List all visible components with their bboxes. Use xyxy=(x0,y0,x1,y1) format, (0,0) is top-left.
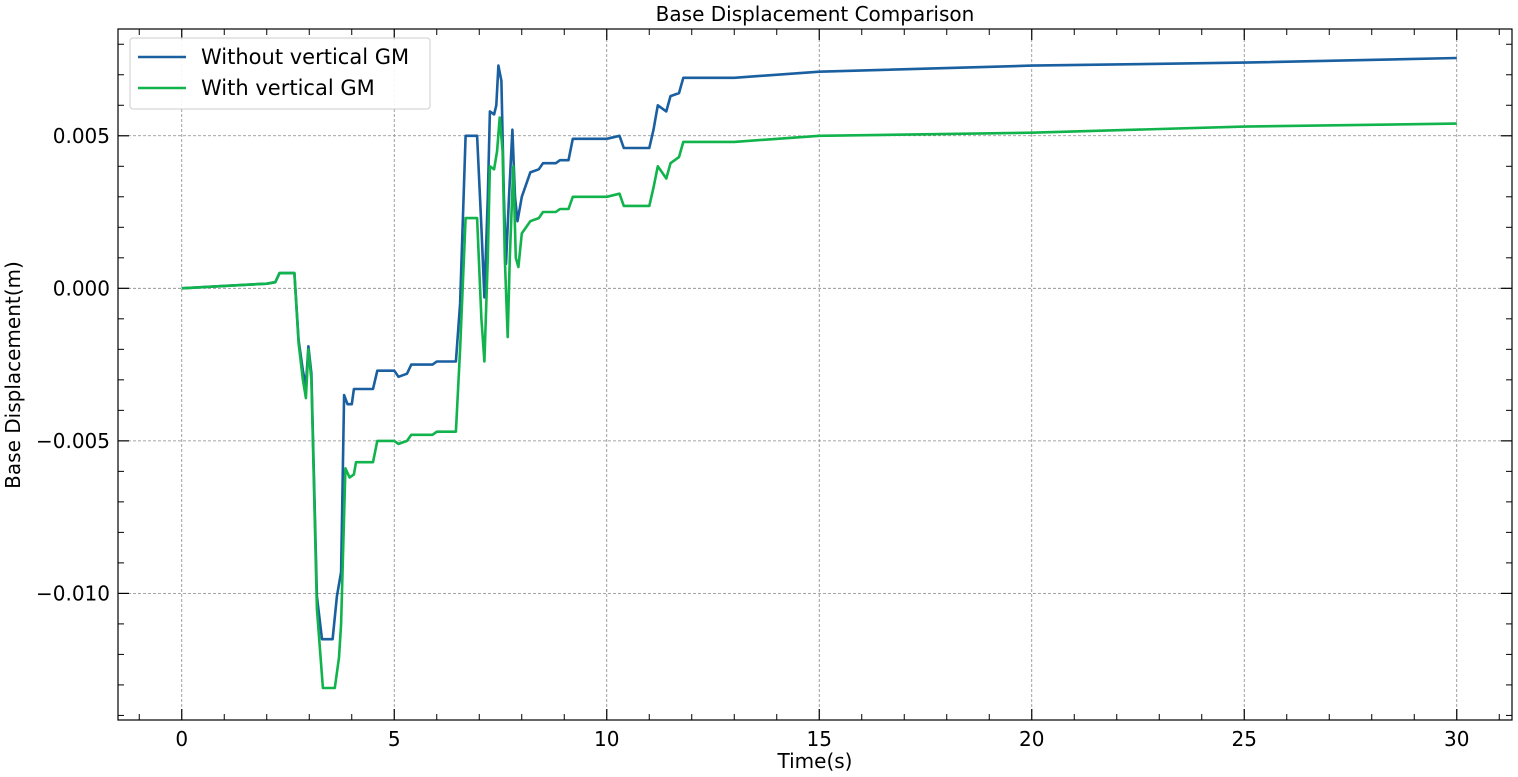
y-tick-label: −0.010 xyxy=(36,581,110,605)
y-tick-label: 0.000 xyxy=(53,276,110,300)
x-tick-label: 15 xyxy=(807,727,832,751)
tick-labels: 0 5 10 15 20 25 30 −0.010 −0.005 0.000 0.005 xyxy=(36,124,1469,751)
x-axis-label: Time(s) xyxy=(777,749,853,773)
legend: Without vertical GM With vertical GM xyxy=(129,37,431,110)
x-tick-label: 30 xyxy=(1444,727,1469,751)
x-tick-label: 10 xyxy=(594,727,619,751)
x-tick-label: 5 xyxy=(388,727,401,751)
grid-lines xyxy=(118,29,1512,720)
legend-label-with-vertical-gm: With vertical GM xyxy=(201,76,375,100)
chart-title: Base Displacement Comparison xyxy=(656,2,975,26)
y-axis-label: Base Displacement(m) xyxy=(1,261,25,489)
y-tick-label: −0.005 xyxy=(36,429,110,453)
plot-series xyxy=(181,56,1457,690)
series-line-with-vertical-gm xyxy=(181,116,1457,690)
plot-frame xyxy=(117,28,1513,721)
series-line-without-vertical-gm xyxy=(181,56,1457,641)
x-tick-label: 0 xyxy=(175,727,188,751)
legend-box xyxy=(129,37,431,110)
legend-label-without-vertical-gm: Without vertical GM xyxy=(201,45,409,69)
x-tick-label: 25 xyxy=(1232,727,1257,751)
y-tick-label: 0.005 xyxy=(53,124,110,148)
axis-ticks xyxy=(118,29,1512,720)
x-tick-label: 20 xyxy=(1019,727,1044,751)
